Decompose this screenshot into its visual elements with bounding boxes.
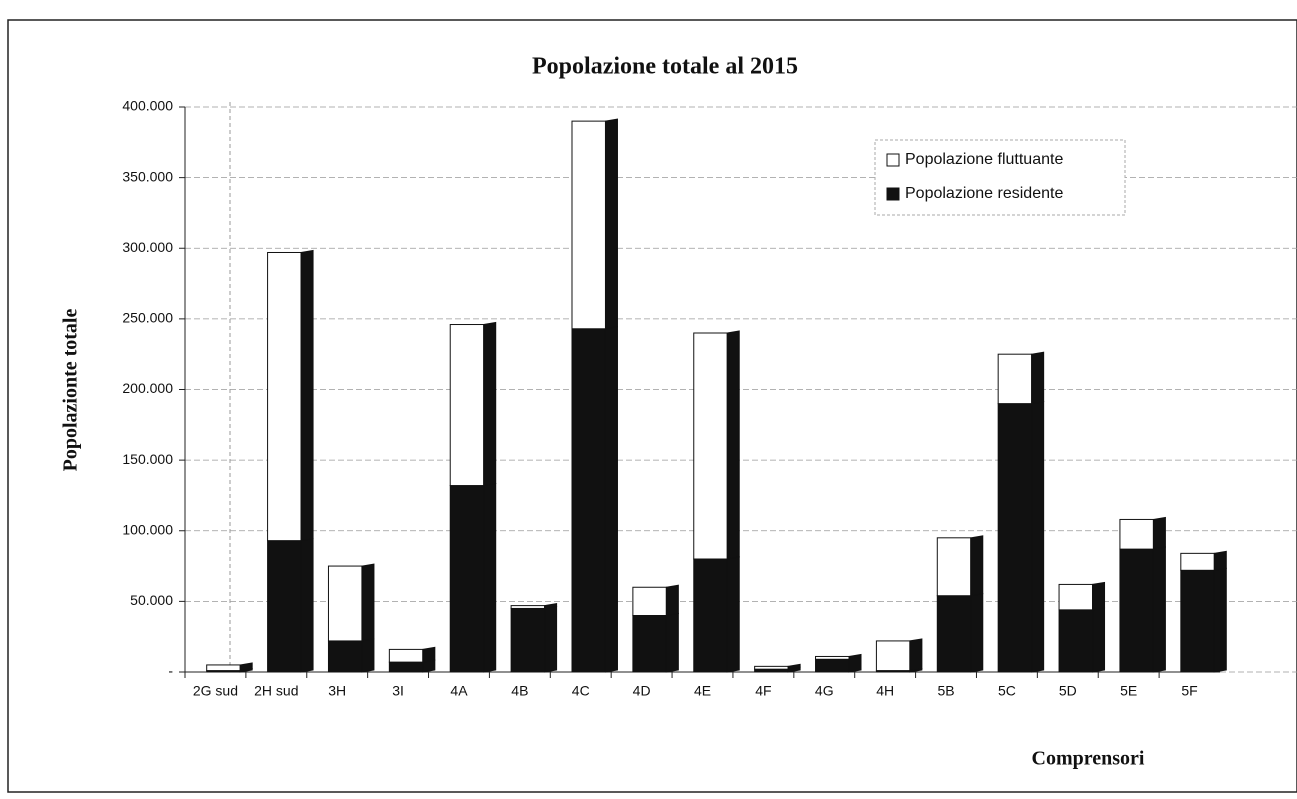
bar-segment — [997, 353, 1033, 405]
chart-title: Popolazione totale al 2015 — [532, 54, 798, 80]
bar-side — [726, 556, 740, 673]
y-tick-label: 350.000 — [122, 168, 173, 184]
bar-segment — [510, 605, 546, 609]
x-tick-label: 3I — [392, 683, 404, 699]
bar-side — [361, 563, 375, 642]
bar-side — [665, 612, 679, 673]
x-axis-label: Comprensori — [1032, 748, 1145, 770]
bar-segment — [388, 648, 424, 663]
bar-segment — [327, 640, 363, 673]
y-tick-label: 50.000 — [130, 592, 173, 608]
x-tick-label: 4E — [694, 683, 711, 699]
bar-side — [909, 638, 923, 672]
legend-label: Popolazione residente — [905, 185, 1063, 202]
x-tick-label: 3H — [328, 683, 346, 699]
x-tick-label: 5D — [1059, 683, 1077, 699]
bar-side — [483, 321, 497, 487]
x-tick-label: 4A — [450, 683, 468, 699]
legend-box — [874, 139, 1126, 216]
bar-side — [1031, 351, 1045, 405]
bar-segment — [815, 658, 850, 673]
bar-side — [1152, 546, 1166, 673]
y-tick-label: 100.000 — [122, 521, 173, 537]
x-tick-label: 4D — [633, 683, 651, 699]
legend-swatch — [886, 187, 900, 201]
bar-segment — [1058, 609, 1094, 673]
bar-segment — [754, 665, 789, 670]
y-tick-label: 250.000 — [122, 310, 173, 326]
bar-side — [422, 646, 436, 663]
bar-segment — [1180, 552, 1215, 571]
bar-segment — [449, 324, 485, 487]
bar-side — [239, 662, 253, 672]
y-tick-label: - — [168, 663, 173, 679]
bar-segment — [571, 328, 606, 673]
x-tick-label: 4G — [815, 683, 834, 699]
bar-side — [544, 605, 558, 673]
bar-side — [848, 656, 862, 673]
x-tick-label: 2G sud — [193, 683, 238, 699]
y-axis-label: Popolaziontе totale — [60, 309, 82, 472]
bar-segment — [327, 565, 363, 642]
bar-side — [726, 330, 740, 560]
bar-segment — [875, 640, 911, 672]
bar-segment — [632, 615, 667, 673]
bar-segment — [510, 607, 546, 673]
bar-segment — [936, 537, 972, 597]
y-tick-label: 300.000 — [122, 239, 173, 255]
bar-side — [1092, 581, 1106, 611]
y-tick-label: 200.000 — [122, 380, 173, 396]
bar-segment — [1180, 569, 1215, 673]
bar-side — [1152, 516, 1166, 550]
frame — [7, 19, 1297, 793]
bar-segment — [449, 485, 485, 673]
bar-segment — [267, 540, 302, 673]
y-tick-label: 150.000 — [122, 451, 173, 467]
bar-segment — [388, 661, 424, 673]
bar-side — [604, 326, 618, 673]
legend-swatch — [886, 153, 900, 167]
bar-segment — [1119, 548, 1154, 673]
bar-segment — [571, 120, 606, 330]
x-tick-label: 5C — [998, 683, 1016, 699]
legend-label: Popolazione fluttuante — [905, 151, 1063, 168]
bar-side — [1092, 607, 1106, 673]
y-tick-label: 400.000 — [122, 98, 173, 114]
bar-segment — [632, 586, 667, 616]
bar-side — [1213, 550, 1227, 571]
bar-side — [544, 603, 558, 610]
x-tick-label: 4B — [511, 683, 528, 699]
bar-side — [604, 118, 618, 330]
x-tick-label: 5B — [937, 683, 954, 699]
bar-segment — [1058, 583, 1094, 611]
bar-segment — [997, 403, 1033, 673]
bar-side — [970, 593, 984, 673]
bar-segment — [1119, 518, 1154, 550]
bar-side — [665, 584, 679, 617]
x-tick-label: 5F — [1181, 683, 1197, 699]
x-tick-label: 5E — [1120, 683, 1137, 699]
bar-side — [300, 538, 314, 673]
x-tick-label: 4F — [755, 683, 771, 699]
x-tick-label: 4C — [572, 683, 590, 699]
bar-segment — [936, 595, 972, 673]
bar-side — [483, 482, 497, 673]
bar-side — [848, 653, 862, 660]
bar-side — [300, 249, 314, 542]
bar-segment — [815, 655, 850, 660]
bar-side — [1213, 567, 1227, 673]
x-tick-label: 4H — [876, 683, 894, 699]
bar-segment — [693, 558, 728, 673]
bar-side — [1031, 401, 1045, 673]
bar-segment — [693, 332, 728, 560]
bar-segment — [206, 664, 241, 672]
bar-side — [970, 535, 984, 597]
bar-side — [361, 638, 375, 673]
bar-segment — [267, 251, 302, 542]
bar-side — [787, 663, 801, 670]
x-tick-label: 2H sud — [254, 683, 298, 699]
